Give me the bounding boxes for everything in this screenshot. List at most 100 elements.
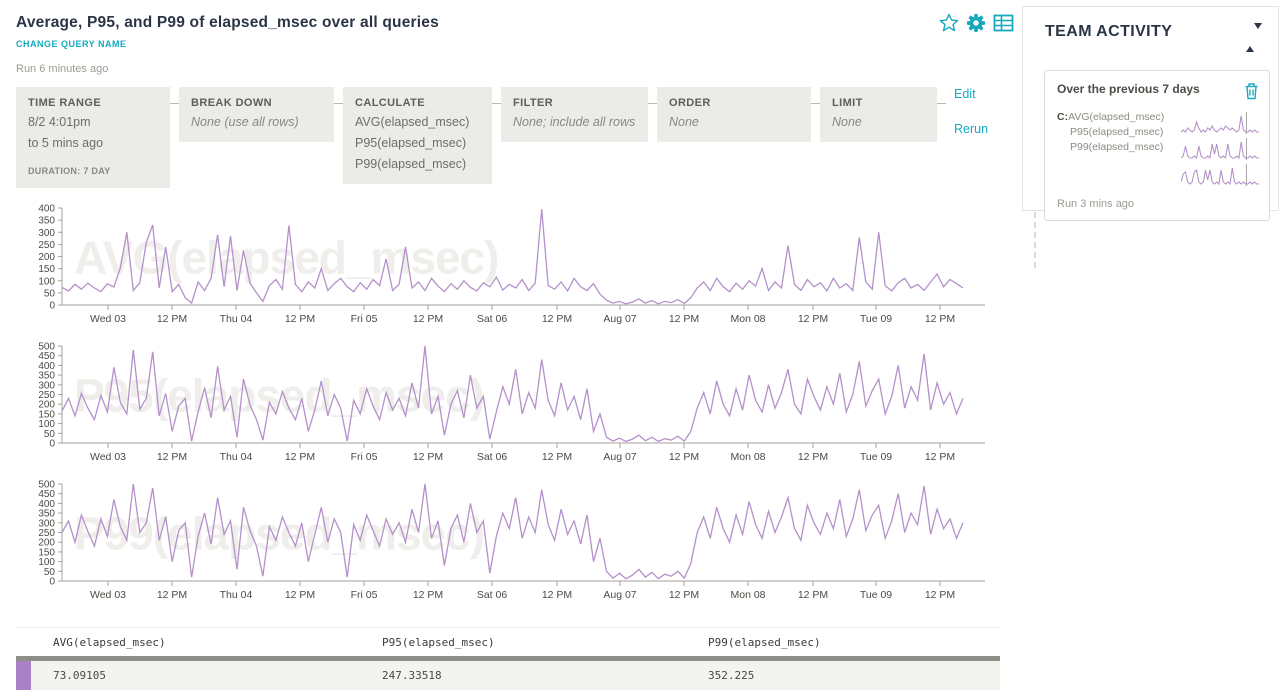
activity-query-lines: C:AVG(elapsed_msec) P95(elapsed_msec) P9… (1057, 111, 1165, 153)
svg-text:12 PM: 12 PM (285, 313, 315, 325)
svg-text:Tue 09: Tue 09 (860, 451, 892, 463)
svg-text:450: 450 (38, 351, 55, 362)
svg-text:150: 150 (38, 264, 55, 275)
svg-text:150: 150 (38, 409, 55, 420)
star-icon[interactable] (939, 13, 959, 38)
svg-text:Sat 06: Sat 06 (477, 589, 508, 601)
query-panel-time-range[interactable]: TIME RANGE 8/2 4:01pm to 5 mins ago DURATIO… (16, 87, 170, 188)
x-axis-ticks: Wed 03 12 PM Thu 04 12 PM Fri 05 12 PM Sat 06 1… (90, 305, 955, 325)
svg-text:0: 0 (49, 301, 55, 312)
svg-text:100: 100 (38, 276, 55, 287)
svg-text:0: 0 (49, 577, 55, 588)
svg-text:Thu 04: Thu 04 (220, 451, 253, 463)
query-panel-order[interactable]: ORDER None (657, 87, 811, 142)
panel-footnote: DURATION: 7 DAY (28, 166, 111, 176)
gear-icon[interactable] (966, 13, 986, 38)
table-cell: 247.33518 (374, 661, 700, 690)
svg-text:200: 200 (38, 400, 55, 411)
svg-text:12 PM: 12 PM (925, 451, 955, 463)
panel-connector (648, 103, 657, 104)
chart-watermark: AVG(elapsed_msec) (74, 232, 498, 284)
svg-text:12 PM: 12 PM (798, 589, 828, 601)
p95-chart[interactable]: P95(elapsed_msec) 0 50 100 150 200 250 300 350 40… (0, 342, 1010, 469)
team-activity-title: TEAM ACTIVITY (1045, 23, 1173, 40)
column-header[interactable]: P95(elapsed_msec) (374, 627, 700, 656)
query-header: Average, P95, and P99 of elapsed_msec ov… (0, 0, 1014, 75)
svg-text:500: 500 (38, 480, 55, 491)
svg-text:150: 150 (38, 547, 55, 558)
results-table: AVG(elapsed_msec) P95(elapsed_msec) P99(el… (16, 627, 1000, 690)
activity-card[interactable]: Over the previous 7 days C:AVG(elapsed_m… (1044, 70, 1270, 221)
activity-sparklines (1181, 110, 1259, 188)
edit-link[interactable]: Edit (954, 87, 976, 101)
column-header[interactable]: P99(elapsed_msec) (700, 627, 1000, 656)
main-content: Average, P95, and P99 of elapsed_msec ov… (0, 0, 1014, 690)
svg-text:12 PM: 12 PM (413, 451, 443, 463)
svg-text:12 PM: 12 PM (413, 313, 443, 325)
activity-card-title: Over the previous 7 days (1057, 82, 1200, 96)
change-query-name-link[interactable]: CHANGE QUERY NAME (16, 39, 127, 49)
svg-text:12 PM: 12 PM (542, 451, 572, 463)
query-panel-limit[interactable]: LIMIT None (820, 87, 937, 142)
svg-text:200: 200 (38, 252, 55, 263)
x-axis-ticks: Wed 03 12 PM Thu 04 12 PM Fri 05 12 PM Sat 06 1… (90, 443, 955, 463)
svg-text:50: 50 (44, 429, 56, 440)
svg-text:Mon 08: Mon 08 (730, 451, 765, 463)
panel-connector (937, 103, 946, 104)
trash-icon[interactable] (1244, 82, 1259, 105)
svg-text:50: 50 (44, 288, 56, 299)
panel-label: BREAK DOWN (191, 97, 272, 109)
panel-label: CALCULATE (355, 97, 425, 109)
run-status: Run 6 minutes ago (16, 63, 109, 75)
svg-text:Thu 04: Thu 04 (220, 313, 253, 325)
panel-value: P95(elapsed_msec) (355, 136, 467, 150)
svg-text:Fri 05: Fri 05 (351, 313, 378, 325)
sparkline-chart (1181, 112, 1259, 134)
column-header[interactable]: AVG(elapsed_msec) (31, 627, 374, 656)
panel-label: TIME RANGE (28, 97, 102, 109)
svg-text:Wed 03: Wed 03 (90, 451, 126, 463)
svg-text:12 PM: 12 PM (285, 589, 315, 601)
panel-connector (811, 103, 820, 104)
series-line (61, 209, 964, 305)
svg-text:Thu 04: Thu 04 (220, 589, 253, 601)
svg-text:Aug 07: Aug 07 (603, 589, 636, 601)
svg-text:Wed 03: Wed 03 (90, 589, 126, 601)
svg-text:300: 300 (38, 380, 55, 391)
svg-text:12 PM: 12 PM (669, 451, 699, 463)
svg-text:12 PM: 12 PM (542, 313, 572, 325)
svg-text:Aug 07: Aug 07 (603, 313, 636, 325)
chart-watermark: P99(elapsed_msec) (74, 508, 484, 560)
table-row[interactable]: 73.09105 247.33518 352.225 (16, 661, 1000, 690)
series-line (61, 345, 964, 443)
table-header-row: AVG(elapsed_msec) P95(elapsed_msec) P99(el… (16, 627, 1000, 656)
rerun-link[interactable]: Rerun (954, 122, 989, 136)
avg-chart[interactable]: AVG(elapsed_msec) 0 50 100 150 200 250 300 350 40… (0, 204, 1010, 331)
sparkline-chart (1181, 138, 1259, 160)
svg-text:Sat 06: Sat 06 (477, 313, 508, 325)
query-panel-calculate[interactable]: CALCULATE AVG(elapsed_msec) P95(elapsed_ms… (343, 87, 492, 184)
svg-text:12 PM: 12 PM (413, 589, 443, 601)
chart-watermark: P95(elapsed_msec) (74, 370, 484, 422)
series-line (61, 483, 964, 580)
series-color-swatch (16, 661, 31, 690)
sort-icon[interactable] (1246, 23, 1262, 52)
svg-text:0: 0 (49, 439, 55, 450)
svg-text:12 PM: 12 PM (669, 589, 699, 601)
panel-connector (170, 103, 179, 104)
panel-value: None (832, 115, 862, 129)
svg-text:12 PM: 12 PM (157, 589, 187, 601)
svg-text:Mon 08: Mon 08 (730, 313, 765, 325)
svg-text:400: 400 (38, 499, 55, 510)
svg-text:12 PM: 12 PM (157, 451, 187, 463)
query-panel-break-down[interactable]: BREAK DOWN None (use all rows) (179, 87, 334, 142)
panel-value: P99(elapsed_msec) (355, 157, 467, 171)
query-panel-filter[interactable]: FILTER None; include all rows (501, 87, 648, 142)
activity-run-status: Run 3 mins ago (1057, 198, 1135, 210)
p99-chart[interactable]: P99(elapsed_msec) 0 50 100 150 200 250 300 350 40… (0, 480, 1010, 607)
sort-down-arrow (1254, 23, 1262, 46)
svg-text:350: 350 (38, 371, 55, 382)
table-icon[interactable] (993, 13, 1014, 38)
